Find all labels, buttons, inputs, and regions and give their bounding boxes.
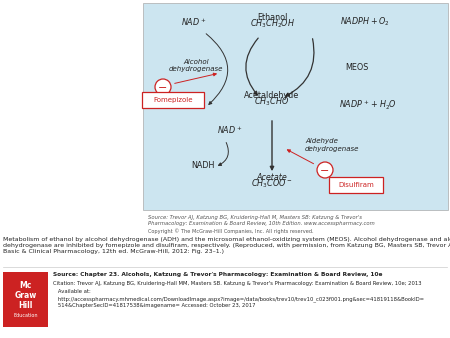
Text: Acetaldehyde: Acetaldehyde (244, 91, 300, 100)
Text: $NADPH + O_2$: $NADPH + O_2$ (340, 16, 390, 28)
Text: Hill: Hill (18, 301, 33, 310)
Text: 514&ChapterSecID=41817538&imagename= Accessed: October 23, 2017: 514&ChapterSecID=41817538&imagename= Acc… (53, 303, 256, 308)
Text: Ethanol: Ethanol (257, 13, 287, 22)
Text: MEOS: MEOS (345, 64, 369, 72)
Text: $NAD^+$: $NAD^+$ (181, 16, 207, 28)
Text: Graw: Graw (14, 291, 36, 300)
Text: NADH: NADH (182, 100, 206, 110)
Text: Education: Education (13, 313, 38, 318)
Bar (3, 272, 48, 327)
Text: Aldehyde
dehydrogenase: Aldehyde dehydrogenase (305, 139, 360, 151)
Circle shape (155, 79, 171, 95)
Text: Citation: Trevor AJ, Katzung BG, Kruidering-Hall MM, Masters SB. Katzung & Trevo: Citation: Trevor AJ, Katzung BG, Kruider… (53, 281, 422, 286)
Bar (143, 3, 448, 210)
Text: Source: Trevor AJ, Katzung BG, Kruidering-Hall M, Masters SB: Katzung & Trevor's: Source: Trevor AJ, Katzung BG, Kruiderin… (148, 215, 375, 226)
FancyBboxPatch shape (329, 177, 383, 193)
Text: Fomepizole: Fomepizole (153, 97, 193, 103)
Text: −: − (320, 166, 330, 176)
Text: $NADP^+ + H_2O$: $NADP^+ + H_2O$ (339, 98, 397, 112)
Text: Alcohol
dehydrogenase: Alcohol dehydrogenase (169, 58, 223, 72)
Text: $NAD^+$: $NAD^+$ (217, 124, 243, 136)
Text: NADH: NADH (191, 161, 215, 169)
Text: Disulfiram: Disulfiram (338, 182, 374, 188)
Text: Source: Chapter 23. Alcohols, Katzung & Trevor's Pharmacology: Examination & Boa: Source: Chapter 23. Alcohols, Katzung & … (53, 272, 382, 277)
Text: $CH_3CHO$: $CH_3CHO$ (255, 96, 289, 108)
Text: Available at:: Available at: (53, 289, 91, 294)
Circle shape (317, 162, 333, 178)
Text: Metabolism of ethanol by alcohol dehydrogenase (ADH) and the microsomal ethanol-: Metabolism of ethanol by alcohol dehydro… (3, 237, 450, 255)
Text: Copyright © The McGraw-Hill Companies, Inc. All rights reserved.: Copyright © The McGraw-Hill Companies, I… (148, 228, 314, 234)
Text: http://accesspharmacy.mhmedical.com/DownloadImage.aspx?image=/data/books/trev10/: http://accesspharmacy.mhmedical.com/Down… (53, 296, 424, 302)
FancyBboxPatch shape (142, 92, 204, 108)
Text: $CH_3COO^-$: $CH_3COO^-$ (251, 177, 293, 190)
Text: −: − (158, 83, 168, 93)
Text: $CH_3CH_2OH$: $CH_3CH_2OH$ (250, 18, 294, 30)
Text: Mc: Mc (19, 281, 32, 290)
Text: Acetate: Acetate (256, 173, 288, 182)
